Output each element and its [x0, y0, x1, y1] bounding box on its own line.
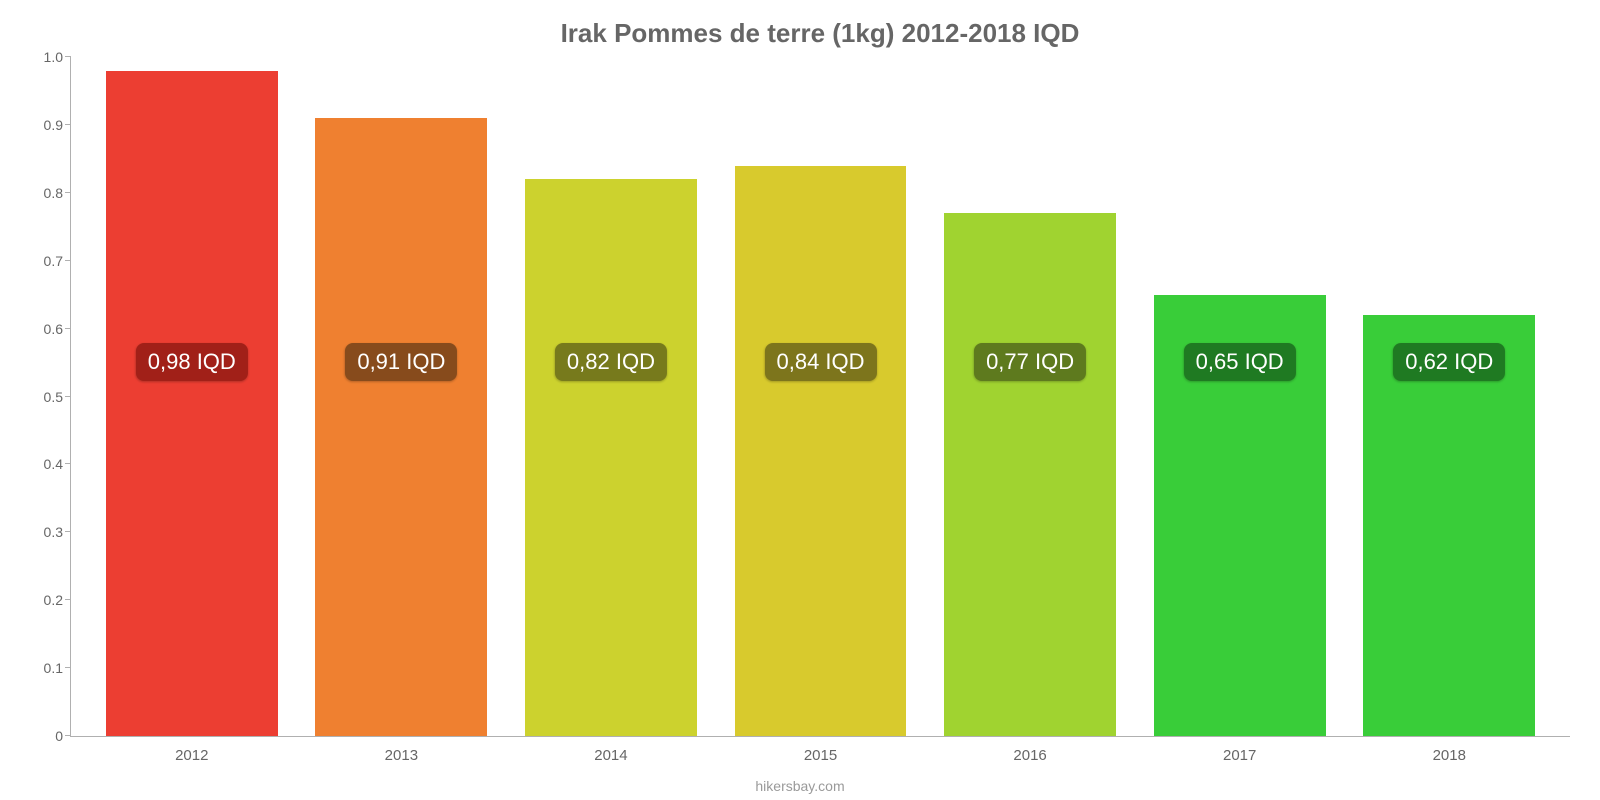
y-tick-mark [65, 260, 71, 261]
y-tick-mark [65, 56, 71, 57]
bar: 0,84 IQD [735, 166, 907, 736]
bar: 0,77 IQD [944, 213, 1116, 736]
bar-value-label: 0,62 IQD [1393, 343, 1505, 381]
x-tick-label: 2018 [1344, 747, 1554, 764]
y-tick-mark [65, 667, 71, 668]
bar: 0,62 IQD [1363, 315, 1535, 736]
chart-container: Irak Pommes de terre (1kg) 2012-2018 IQD… [0, 0, 1600, 800]
bar-value-label: 0,82 IQD [555, 343, 667, 381]
bar-slot: 0,84 IQD [716, 57, 926, 736]
bar-value-label: 0,65 IQD [1184, 343, 1296, 381]
y-tick-mark [65, 396, 71, 397]
y-tick-label: 1.0 [23, 49, 63, 65]
y-tick-mark [65, 192, 71, 193]
bar-slot: 0,91 IQD [297, 57, 507, 736]
bar-slot: 0,65 IQD [1135, 57, 1345, 736]
chart-title: Irak Pommes de terre (1kg) 2012-2018 IQD [70, 18, 1570, 49]
x-tick-label: 2016 [925, 747, 1135, 764]
bar: 0,65 IQD [1154, 295, 1326, 736]
plot-area: 0,98 IQD 0,91 IQD 0,82 IQD 0,84 IQD 0,77 IQD… [70, 57, 1570, 737]
bar-slot: 0,82 IQD [506, 57, 716, 736]
y-tick-label: 0.3 [23, 524, 63, 540]
y-tick-mark [65, 463, 71, 464]
y-tick-label: 0.4 [23, 456, 63, 472]
y-tick-label: 0.8 [23, 185, 63, 201]
y-tick-label: 0.1 [23, 660, 63, 676]
y-tick-label: 0.5 [23, 389, 63, 405]
x-tick-label: 2014 [506, 747, 716, 764]
y-tick-mark [65, 531, 71, 532]
y-tick-label: 0.7 [23, 253, 63, 269]
x-tick-label: 2012 [87, 747, 297, 764]
bar: 0,98 IQD [106, 71, 278, 736]
bar-slot: 0,98 IQD [87, 57, 297, 736]
y-tick-mark [65, 328, 71, 329]
y-tick-mark [65, 599, 71, 600]
x-tick-label: 2015 [716, 747, 926, 764]
bar-value-label: 0,91 IQD [345, 343, 457, 381]
y-tick-mark [65, 124, 71, 125]
y-tick-mark [65, 735, 71, 736]
y-tick-label: 0.2 [23, 592, 63, 608]
y-tick-label: 0.9 [23, 117, 63, 133]
footer-credit: hikersbay.com [0, 778, 1600, 794]
bar-value-label: 0,98 IQD [136, 343, 248, 381]
x-tick-label: 2017 [1135, 747, 1345, 764]
bar-slot: 0,62 IQD [1344, 57, 1554, 736]
x-tick-label: 2013 [297, 747, 507, 764]
bar-value-label: 0,77 IQD [974, 343, 1086, 381]
bars-row: 0,98 IQD 0,91 IQD 0,82 IQD 0,84 IQD 0,77 IQD… [71, 57, 1570, 736]
bar: 0,91 IQD [315, 118, 487, 736]
bar: 0,82 IQD [525, 179, 697, 736]
bar-slot: 0,77 IQD [925, 57, 1135, 736]
y-tick-label: 0.6 [23, 321, 63, 337]
x-axis-labels: 2012201320142015201620172018 [71, 747, 1570, 764]
y-tick-label: 0 [23, 728, 63, 744]
bar-value-label: 0,84 IQD [764, 343, 876, 381]
